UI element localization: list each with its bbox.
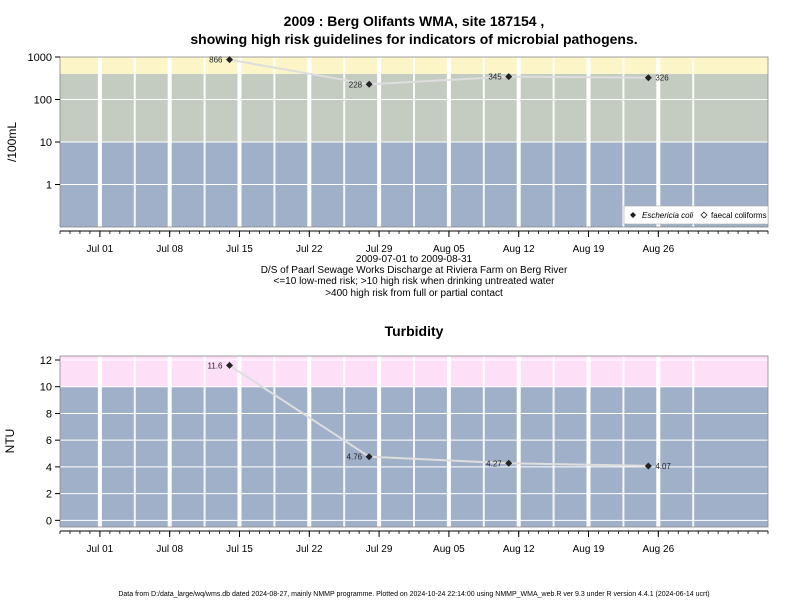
ecoli-caption-line4: >400 high risk from full or partial cont… xyxy=(325,288,503,299)
ecoli-series: 866 228 345 326 xyxy=(209,56,669,90)
ecoli-x-ticks: Jul 01 Jul 08 Jul 15 Jul 22 Jul 29 Aug 05 Aug … xyxy=(59,230,769,255)
turbidity-data-point xyxy=(644,462,652,470)
ecoli-xtick-label: Aug 19 xyxy=(573,244,605,255)
ecoli-data-point xyxy=(226,56,234,64)
ecoli-ytick-label: 1 xyxy=(46,180,52,192)
ecoli-legend-label-faecal: faecal coliforms xyxy=(711,211,767,220)
ecoli-y-axis-label: /100mL xyxy=(5,122,19,162)
ecoli-caption-line1: 2009-07-01 to 2009-08-31 xyxy=(356,254,473,265)
turbidity-ytick-label: 6 xyxy=(46,435,52,447)
turbidity-data-label: 4.76 xyxy=(347,453,363,462)
ecoli-ytick-label: 1000 xyxy=(28,52,52,64)
turbidity-ytick-label: 8 xyxy=(46,408,52,420)
turbidity-xtick-label: Jul 01 xyxy=(87,544,114,555)
ecoli-xtick-label: Jul 29 xyxy=(366,244,393,255)
turbidity-data-label: 4.27 xyxy=(486,459,502,468)
turbidity-x-ticks: Jul 01 Jul 08 Jul 15 Jul 22 Jul 29 Aug 05 Aug … xyxy=(59,530,769,555)
ecoli-legend: Eschericia coli faecal coliforms xyxy=(623,205,769,225)
ecoli-ytick-label: 100 xyxy=(34,95,52,107)
turbidity-data-label: 11.6 xyxy=(208,361,224,370)
turbidity-xtick-label: Jul 22 xyxy=(296,544,323,555)
ecoli-data-point xyxy=(365,80,373,88)
turbidity-xtick-label: Jul 29 xyxy=(366,544,393,555)
ecoli-xtick-label: Aug 26 xyxy=(642,244,674,255)
ecoli-data-label: 326 xyxy=(655,74,669,83)
turbidity-data-point xyxy=(226,361,234,369)
turbidity-plot-frame xyxy=(59,355,769,528)
ecoli-ytick-label: 10 xyxy=(40,137,52,149)
turbidity-xtick-label: Jul 15 xyxy=(226,544,253,555)
ecoli-xtick-label: Jul 08 xyxy=(156,244,183,255)
turbidity-data-point xyxy=(505,459,513,467)
ecoli-xtick-label: Jul 22 xyxy=(296,244,323,255)
turbidity-ytick-label: 0 xyxy=(46,515,52,527)
ecoli-xtick-label: Aug 12 xyxy=(503,244,535,255)
ecoli-data-label: 228 xyxy=(349,80,363,89)
ecoli-caption-line3: <=10 low-med risk; >10 high risk when dr… xyxy=(274,276,556,287)
ecoli-chart-title-line2: showing high risk guidelines for indicat… xyxy=(190,31,637,47)
turbidity-y-ticks: 0 2 4 6 8 10 12 xyxy=(40,355,60,527)
ecoli-caption-line2: D/S of Paarl Sewage Works Discharge at R… xyxy=(261,265,568,276)
turbidity-ytick-label: 12 xyxy=(40,355,52,367)
ecoli-chart: 2009 : Berg Olifants WMA, site 187154 , … xyxy=(5,13,769,299)
turbidity-series: 11.6 4.76 4.27 4.07 xyxy=(208,361,672,471)
turbidity-gridlines xyxy=(60,356,768,527)
ecoli-xtick-label: Jul 15 xyxy=(226,244,253,255)
turbidity-data-point xyxy=(365,453,373,461)
footer-note: Data from D:/data_large/wq/wms.db dated … xyxy=(118,591,709,598)
turbidity-ytick-label: 2 xyxy=(46,489,52,501)
turbidity-data-label: 4.07 xyxy=(655,462,671,471)
turbidity-ytick-label: 4 xyxy=(46,462,52,474)
turbidity-xtick-label: Jul 08 xyxy=(156,544,183,555)
turbidity-xtick-label: Aug 12 xyxy=(503,544,535,555)
turbidity-xtick-label: Aug 26 xyxy=(642,544,674,555)
ecoli-data-label: 345 xyxy=(488,73,502,82)
ecoli-legend-label-ecoli: Eschericia coli xyxy=(642,211,693,220)
ecoli-series-line xyxy=(229,58,649,86)
ecoli-legend-filled-diamond-icon xyxy=(630,212,636,218)
ecoli-legend-open-diamond-icon xyxy=(700,211,708,219)
ecoli-data-label: 866 xyxy=(209,56,223,65)
turbidity-xtick-label: Aug 19 xyxy=(573,544,605,555)
turbidity-xtick-label: Aug 05 xyxy=(433,544,465,555)
ecoli-data-point xyxy=(644,74,652,82)
turbidity-y-axis-label: NTU xyxy=(3,429,17,454)
ecoli-y-ticks: 1 10 100 1000 xyxy=(28,52,60,192)
ecoli-legend-box xyxy=(623,205,769,225)
turbidity-series-line xyxy=(228,364,649,467)
ecoli-data-point xyxy=(505,73,513,81)
ecoli-xtick-label: Aug 05 xyxy=(433,244,465,255)
ecoli-xtick-label: Jul 01 xyxy=(87,244,114,255)
turbidity-ytick-label: 10 xyxy=(40,382,52,394)
turbidity-chart-title: Turbidity xyxy=(385,323,444,339)
ecoli-chart-title-line1: 2009 : Berg Olifants WMA, site 187154 , xyxy=(284,13,545,29)
